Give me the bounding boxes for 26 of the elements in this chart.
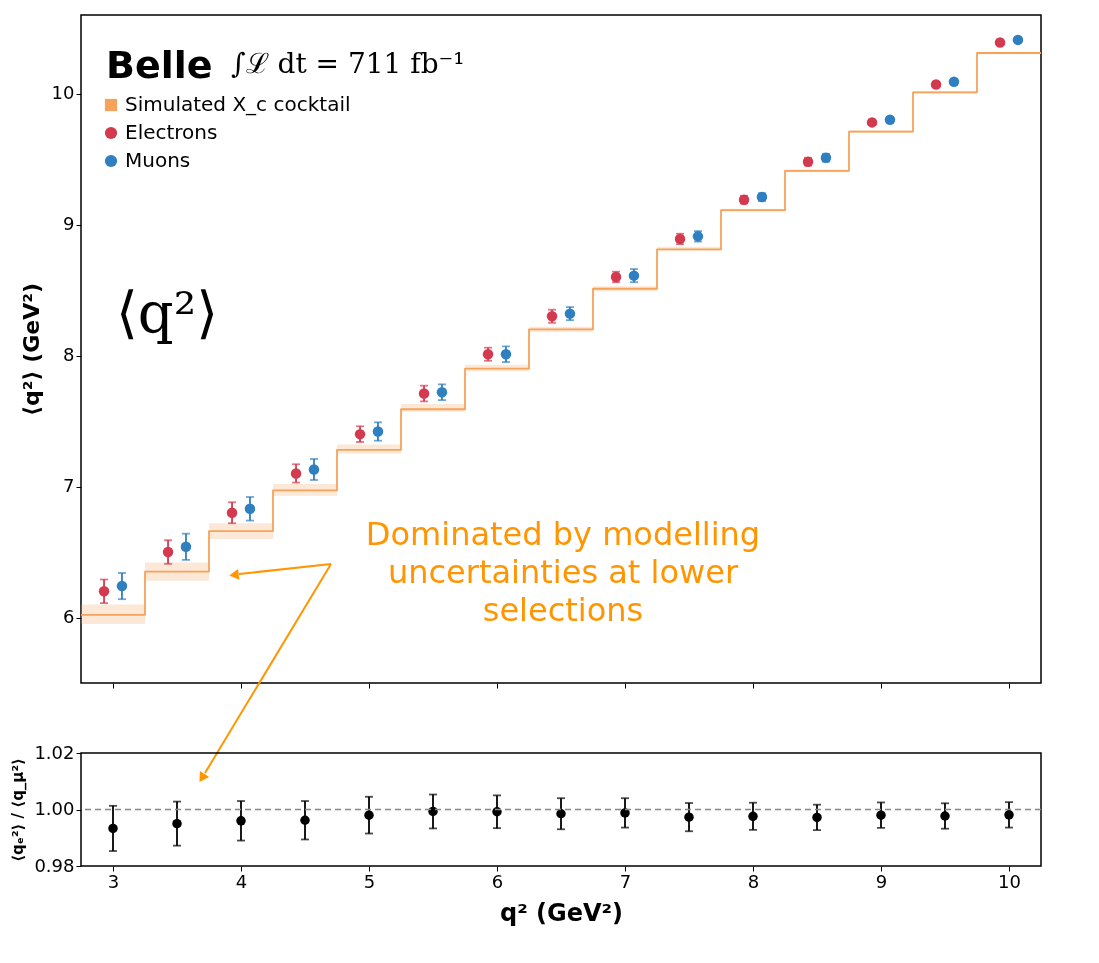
x-tick-label: 3 <box>107 870 120 892</box>
y-tick-label: 8 <box>63 344 75 366</box>
y-tick-label: 9 <box>63 213 75 235</box>
x-tick-label: 7 <box>619 870 632 892</box>
x-tick-label: 6 <box>491 870 504 892</box>
annotation: ⟨q²⟩ <box>116 280 218 345</box>
annotation: Belle <box>106 43 213 87</box>
y-tick-label: 1.00 <box>34 798 75 819</box>
y-tick-label: 7 <box>63 475 75 497</box>
legend-label: Electrons <box>125 120 218 144</box>
x-axis-title: q² (GeV²) <box>499 898 624 927</box>
y-tick-label: 1.02 <box>34 741 75 763</box>
x-tick-label: 4 <box>235 870 248 892</box>
y-tick-label: 6 <box>63 606 75 628</box>
y-tick-label: 0.98 <box>34 854 75 876</box>
x-tick-label: 8 <box>747 870 760 892</box>
y-tick-label: 10 <box>51 82 75 104</box>
x-tick-label: 9 <box>875 870 888 892</box>
annotation: Dominated by modelling uncertainties at lower selections <box>365 515 761 629</box>
x-tick-label: 10 <box>998 870 1021 892</box>
legend-label: Simulated X_c cocktail <box>125 92 351 116</box>
y-axis-title: ⟨q²⟩ (GeV²) <box>18 283 44 416</box>
legend-label: Muons <box>125 148 191 172</box>
x-tick-label: 5 <box>363 870 376 892</box>
y-axis-title: ⟨qₑ²⟩ / ⟨q_μ²⟩ <box>9 758 28 862</box>
annotation: ∫ℒ dt = 711 fb⁻¹ <box>231 47 465 80</box>
